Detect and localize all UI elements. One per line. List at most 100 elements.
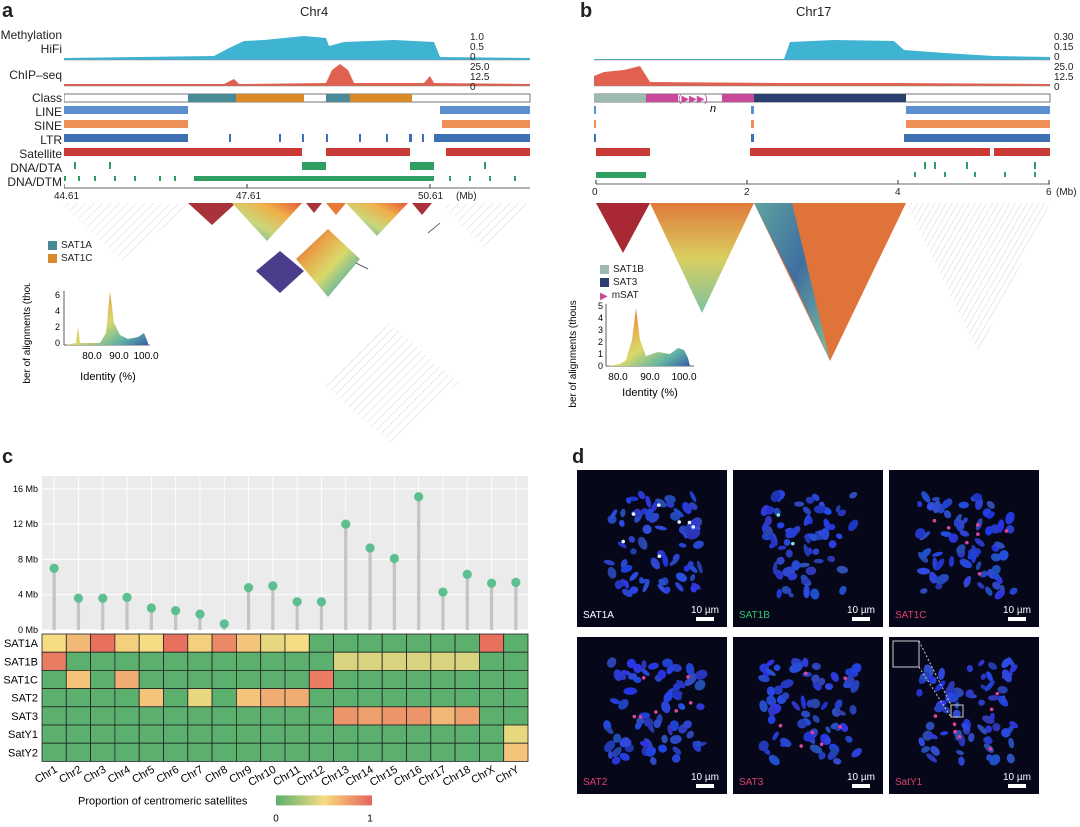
heatmap-cell-SAT2-Chr12 [308,688,334,708]
panel-a-histogram: Number of alignments (thousands) 6 4 2 0… [22,283,159,383]
legend-msat: ▶ mSAT [600,290,644,303]
scale-bar: 10 µm [691,605,719,621]
x-category-label: Chr7 [179,764,206,786]
heatmap-cell-SAT1C-Chr13 [333,669,359,689]
scale-bar-line [852,784,870,788]
track-label-methylation: Methylation [0,28,62,42]
panel-c-chart: 0 Mb 4 Mb 8 Mb 12 Mb 16 Mb SAT1A SAT1B SAT1C SAT… [3,476,529,824]
class-track-b [594,93,1051,103]
legend-sat1a: SAT1A [48,240,93,253]
hist-b-ytick-2: 2 [598,337,603,347]
heatmap-cell-SAT3-Chr15 [381,706,407,726]
heatmap-cell-SAT1C-Chr3 [90,669,116,689]
heatmap-cell-SatY2-Chr10 [260,742,286,762]
heatmap-cell-SAT2-Chr1 [41,688,67,708]
heatmap-row-label: SAT1A [4,638,39,650]
heatmap-cell-SatY1-Chr1 [41,724,67,744]
legend-label-sat3: SAT3 [613,277,638,288]
hist-b-xtick-80: 80.0 [608,372,628,383]
panel-a-identity-heatmap [60,203,530,443]
heatmap-cell-SAT3-Chr2 [65,706,92,726]
heatmap-cell-SAT2-Chr18 [454,688,480,708]
heatmap-cell-SAT3-Chr16 [406,706,432,726]
heatmap-cell-SAT1A-Chr18 [454,633,480,653]
heatmap-row-label: SAT2 [11,693,38,705]
heatmap-cell-SAT1B-Chr4 [114,651,140,671]
heatmap-cell-SAT2-Chr17 [430,688,456,708]
heatmap-cell-SatY2-Chr12 [308,742,334,762]
triangle-small-red [306,203,322,213]
heatmap-cell-SAT2-ChrY [503,688,529,708]
x-category-label: Chr1 [33,764,60,786]
meth-tick-a-1: 0.5 [470,42,484,53]
repeat-n-label: n [710,103,716,115]
scale-bar: 10 µm [847,605,875,621]
heatmap-cell-SAT1A-Chr15 [381,633,407,653]
heatmap-cell-SAT1B-Chr2 [65,651,92,671]
heatmap-cell-SAT1C-Chr9 [235,669,262,689]
heatmap-row-label: SAT1B [4,656,38,668]
lollipop-point-Chr2 [73,593,84,603]
heatmap-cell-SAT1A-Chr5 [138,633,164,653]
y-tick-label: 0 Mb [18,625,38,635]
micrograph-caption: SatY1 [895,777,923,788]
hist-a-xlabel: Identity (%) [80,371,136,383]
legend-swatch-sat1b [600,264,609,274]
heatmap-cell-SAT3-Chr3 [90,706,116,726]
axis-a-tick-0: 44.61 [54,191,80,202]
heatmap-cell-SAT3-Chr7 [187,706,213,726]
faint-triangle-b [906,203,1050,353]
heatmap-cell-SAT1A-Chr6 [163,633,189,653]
heatmap-row-label: SAT3 [11,711,38,723]
heatmap-cell-SAT1C-Chr6 [163,669,189,689]
chip-tick-b-1: 12.5 [1054,72,1074,83]
scale-bar-line [852,617,870,621]
panel-b-legend: SAT1B SAT3 ▶ mSAT [600,264,644,303]
panel-a-title: Chr4 [300,4,329,19]
chromosome-spread [914,491,1018,600]
heatmap-cell-SAT1B-Chr18 [454,651,480,671]
chip-tick-b-0: 25.0 [1054,62,1074,73]
x-category-label: Chr8 [203,764,230,786]
heatmap-cell-SAT1B-ChrY [503,651,529,671]
methylation-track [64,36,530,60]
heatmap-cell-SAT3-Chr10 [260,706,286,726]
heatmap-cell-SAT2-Chr11 [284,688,310,708]
heatmap-cell-SatY2-Chr15 [381,742,407,762]
hist-a-ytick-6: 6 [55,290,60,300]
micrograph-saty1: SatY1 10 µm [889,637,1039,794]
heatmap-cell-SAT1A-Chr8 [211,633,237,653]
y-tick-label: 4 Mb [18,590,38,600]
scale-bar-label: 10 µm [1003,772,1031,783]
chromosome-spread [760,489,859,600]
heatmap-cell-SatY1-Chr13 [333,724,359,744]
chipseq-track-b [594,66,1050,86]
satellite-track-b [596,148,650,156]
heatmap-cell-SAT1C-ChrY [503,669,529,689]
hist-a-xtick-100: 100.0 [133,351,158,362]
scale-bar-label: 10 µm [1003,605,1031,616]
colorbar-label: Proportion of centromeric satellites [78,795,248,807]
heatmap-cell-SAT1A-Chr2 [65,633,92,653]
diamond-blue [256,251,304,293]
heatmap-cell-SAT1B-Chr9 [235,651,262,671]
heatmap-cell-SAT2-Chr6 [163,688,189,708]
heatmap-row-label: SatY1 [8,729,38,741]
heatmap-cell-SatY1-Chr12 [308,724,334,744]
x-category-label: Chr2 [57,764,84,786]
heatmap-cell-SAT1A-ChrX [478,633,505,653]
colorbar-max: 1 [367,813,373,824]
x-category-label: ChrY [494,763,522,786]
heatmap-cell-SAT1A-Chr7 [187,633,213,653]
chipseq-track [64,64,530,86]
heatmap-cell-SAT3-Chr6 [163,706,189,726]
heatmap-cell-SAT1A-Chr12 [308,633,334,653]
heatmap-cell-SAT2-Chr14 [357,688,383,708]
chip-tick-a-0: 25.0 [470,62,490,73]
heatmap-cell-SatY1-Chr7 [187,724,213,744]
heatmap-cell-SAT1C-Chr2 [65,669,92,689]
heatmap-cell-SatY2-Chr11 [284,742,310,762]
y-tick-label: 8 Mb [18,554,38,564]
heatmap-cell-SAT3-Chr18 [454,706,480,726]
heatmap-cell-SAT1A-Chr14 [357,633,383,653]
